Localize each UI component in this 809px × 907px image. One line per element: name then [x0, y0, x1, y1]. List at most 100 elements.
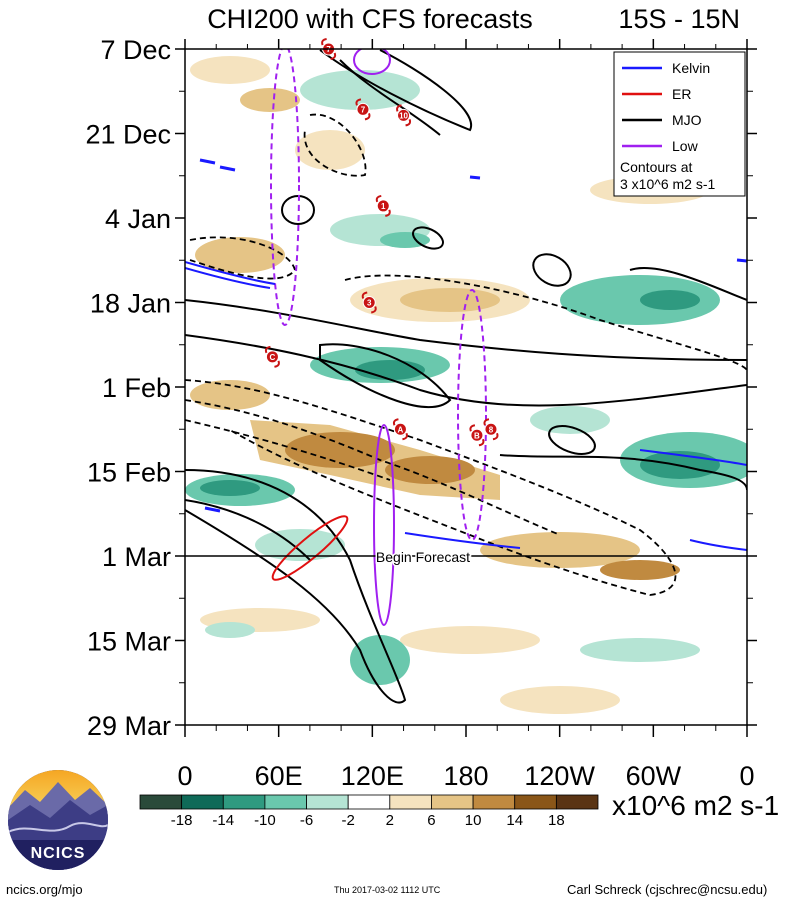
mjo-contour [412, 226, 444, 250]
colorbar-units: x10^6 m2 s-1 [612, 790, 780, 821]
storm-arm [396, 104, 412, 127]
storm-marker: 1 [375, 194, 391, 217]
colorbar-swatch [555, 794, 599, 810]
footer-timestamp: Thu 2017-03-02 1112 UTC [334, 885, 441, 895]
shade-patch [600, 560, 680, 580]
colorbar-swatch [472, 794, 516, 810]
mjo-dashed-contour [344, 274, 747, 371]
x-tick-label: 120E [341, 761, 404, 791]
kelvin-contour [219, 165, 236, 172]
shade-patch [205, 622, 255, 638]
storm-marker: A [392, 418, 408, 441]
colorbar-label: -10 [254, 812, 276, 829]
legend-label-mjo: MJO [672, 112, 702, 128]
mjo-dashed-contour [185, 399, 561, 536]
storm-marker: 3 [361, 291, 377, 314]
shade-patch [480, 532, 640, 568]
mjo-contour [185, 334, 747, 407]
colorbar-swatch [514, 794, 557, 810]
colorbar-label: 2 [386, 812, 394, 829]
storm-arm [361, 291, 377, 314]
shade-patch [400, 626, 540, 654]
colorbar-label: -2 [342, 812, 355, 829]
storm-label: C [270, 353, 276, 362]
storm-arm [469, 424, 485, 447]
colorbar-swatch [181, 794, 224, 810]
y-tick-label: 4 Jan [105, 204, 171, 234]
colorbar: -18 -14 -10 -6 -2 2 6 10 14 18 [139, 794, 599, 829]
storm-label: 7 [361, 105, 366, 114]
chart-region: 15S - 15N [618, 4, 740, 34]
colorbar-swatch [264, 794, 307, 810]
storm-symbol [397, 108, 411, 122]
mjo-contour [499, 454, 747, 491]
low-contour [353, 49, 391, 75]
storm-arm [321, 38, 337, 60]
colorbar-label: 6 [427, 812, 435, 829]
storm-label: A [398, 425, 404, 434]
mjo-contour [629, 267, 747, 301]
colorbar-label: -18 [171, 812, 193, 829]
storm-symbol [393, 422, 407, 436]
forecast-label: Begin Forecast [376, 549, 470, 565]
footer-author: Carl Schreck (cjschrec@ncsu.edu) [567, 882, 768, 897]
kelvin-contour [639, 449, 747, 466]
shade-patch [190, 56, 270, 84]
mjo-contour [185, 299, 747, 361]
contours [185, 49, 747, 704]
ncics-logo: NCICS [8, 770, 108, 870]
colorbar-label: 14 [506, 812, 523, 829]
storm-symbol [265, 350, 279, 364]
mjo-dashed-contour [303, 113, 367, 177]
shade-patch [200, 480, 260, 496]
storm-symbol [356, 102, 370, 116]
kelvin-contour [204, 506, 221, 513]
shade-patch [240, 88, 300, 112]
shade-patch [295, 130, 365, 170]
y-tick-label: 1 Feb [102, 373, 171, 403]
x-tick-label: 0 [177, 761, 192, 791]
kelvin-contour [185, 261, 276, 285]
colorbar-swatch [139, 794, 183, 810]
y-tick-label: 15 Feb [87, 458, 171, 488]
storm-symbol [376, 199, 390, 213]
colorbar-label: -6 [300, 812, 313, 829]
legend-label-er: ER [672, 86, 691, 102]
colorbar-swatch [431, 794, 474, 810]
mjo-contour [185, 499, 311, 561]
shade-patch [640, 290, 700, 310]
kelvin-contour [469, 175, 481, 180]
y-tick-label: 7 Dec [100, 35, 171, 65]
shade-patch [500, 686, 620, 714]
y-tick-label: 29 Mar [87, 711, 171, 741]
mjo-dashed-contour [185, 379, 677, 596]
low-contour [457, 289, 487, 541]
storm-label: 1 [381, 202, 386, 211]
shade-patch [385, 456, 475, 484]
legend-label-kelvin: Kelvin [672, 60, 710, 76]
contour-note-line1: Contours at [620, 159, 692, 175]
x-tick-label: 0 [739, 761, 754, 791]
mjo-contour [532, 253, 572, 287]
y-tick-label: 21 Dec [85, 120, 171, 150]
colorbar-label: 10 [465, 812, 482, 829]
low-contour [373, 424, 395, 626]
storm-marker: C [264, 345, 280, 368]
x-tick-label: 180 [443, 761, 488, 791]
y-axis: 7 Dec 21 Dec 4 Jan 18 Jan 1 Feb 15 Feb 1 Mar 15… [85, 35, 757, 741]
shade-patch [380, 232, 430, 248]
x-tick-label: 60E [255, 761, 303, 791]
mjo-dashed-contour [189, 236, 296, 280]
shade-patch [530, 406, 610, 434]
mjo-dashed-contour [185, 419, 391, 481]
shade-patch [195, 237, 285, 273]
storm-marker: 10 [396, 104, 412, 127]
anomaly-shading [185, 56, 747, 714]
kelvin-contour [404, 532, 521, 549]
mjo-contour [185, 469, 407, 704]
x-tick-label: 120W [524, 761, 595, 791]
mjo-contour [548, 425, 596, 455]
footer-website[interactable]: ncics.org/mjo [6, 882, 83, 897]
